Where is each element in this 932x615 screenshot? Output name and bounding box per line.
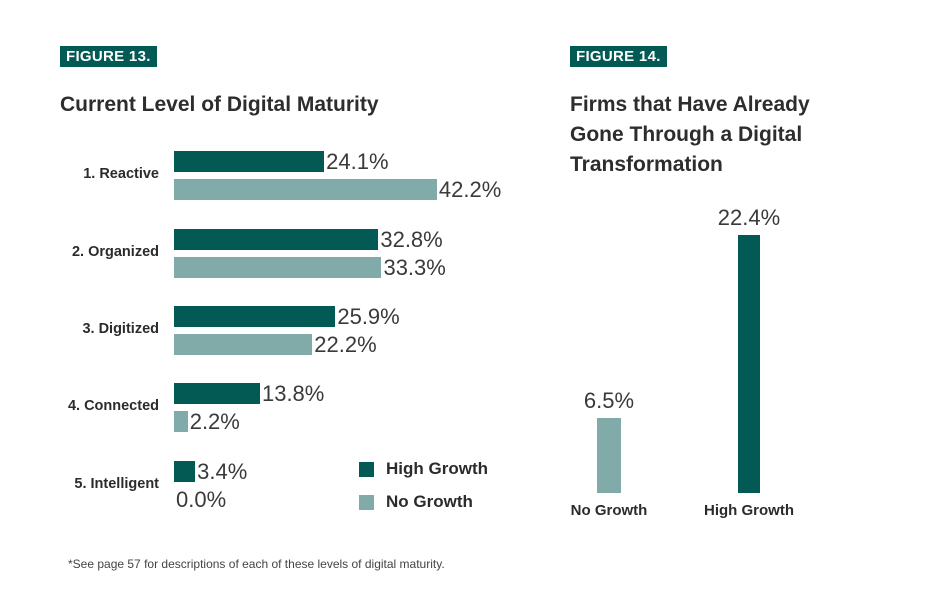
bar-no-growth	[174, 179, 437, 200]
bar-high-growth	[174, 306, 336, 327]
bar-high-growth	[174, 151, 325, 172]
legend-swatch-no-growth	[359, 495, 374, 510]
bar-no-growth	[174, 257, 382, 278]
data-label: 22.2%	[314, 332, 377, 357]
data-label: 42.2%	[438, 177, 502, 202]
data-label: 24.1%	[326, 149, 389, 174]
category-label: High Growth	[704, 502, 794, 519]
category-label: 3. Digitized	[82, 321, 159, 337]
data-label: 22.4%	[717, 204, 781, 230]
category-label: No Growth	[570, 502, 648, 519]
footnote: *See page 57 for descriptions of each of…	[68, 557, 445, 571]
legend-swatch-high-growth	[359, 462, 374, 477]
category-label: 5. Intelligent	[74, 476, 159, 492]
data-label: 6.5%	[583, 388, 635, 414]
bar-no-growth	[174, 334, 313, 355]
figure-14-label: FIGURE 14.	[570, 46, 667, 67]
legend-label-no-growth: No Growth	[386, 492, 473, 511]
category-label: 1. Reactive	[83, 166, 159, 182]
data-label: 25.9%	[337, 304, 400, 329]
figure-13-title: Current Level of Digital Maturity	[60, 93, 379, 116]
data-label: 33.3%	[383, 255, 446, 280]
data-label: 32.8%	[380, 227, 443, 252]
bar-high-growth	[174, 383, 260, 404]
title-line: Firms that Have Already	[570, 93, 810, 116]
category-label: 4. Connected	[67, 398, 159, 414]
title-line: Gone Through a Digital	[570, 123, 803, 146]
data-label: 13.8%	[261, 381, 325, 406]
data-label: 0.0%	[176, 487, 227, 512]
category-label: 2. Organized	[71, 244, 159, 260]
bar-high-growth	[174, 229, 379, 250]
bar-no-growth	[174, 411, 188, 432]
figure-14-title: Firms that Have Already Gone Through a D…	[570, 90, 810, 180]
legend-label-high-growth: High Growth	[386, 459, 488, 478]
bar-no-growth	[597, 418, 621, 493]
figure-13-label: FIGURE 13.	[60, 46, 157, 67]
data-label: 2.2%	[189, 409, 240, 434]
title-line: Transformation	[570, 153, 723, 176]
bar-high-growth	[174, 461, 196, 482]
data-label: 3.4%	[197, 459, 248, 484]
bar-high-growth	[738, 234, 760, 493]
